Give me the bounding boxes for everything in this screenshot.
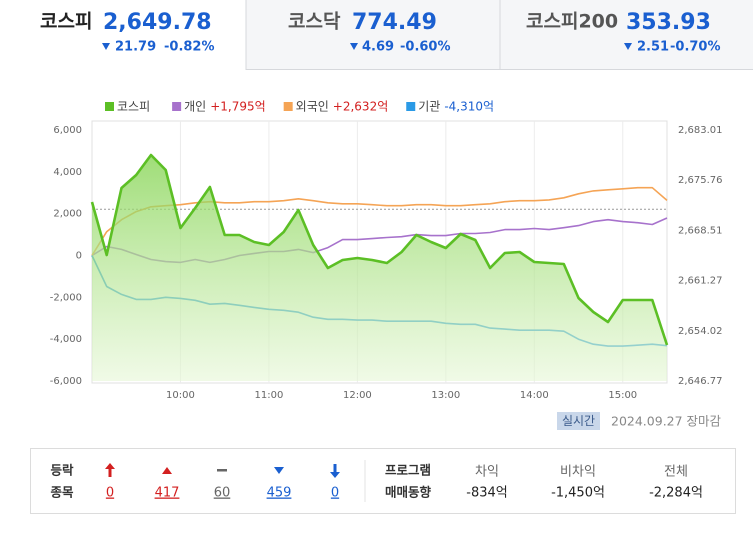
legend-label: 코스피 (117, 100, 150, 114)
status-date: 2024.09.27 장마감 (611, 414, 722, 429)
tab-name[interactable]: 코스닥 (288, 11, 341, 33)
legend-swatch (105, 102, 114, 111)
legend-value: +2,632억 (333, 100, 388, 114)
y-tick-label: -6,000 (50, 376, 82, 387)
x-tick-label: 14:00 (520, 390, 549, 401)
y2-tick-label: 2,654.02 (678, 326, 723, 337)
program-title: 프로그램 (385, 463, 431, 478)
x-tick-label: 13:00 (431, 390, 460, 401)
y-tick-label: 6,000 (53, 125, 82, 136)
program-values: 차익 -834억 비차익 -1,450억 전체 -2,284억 (466, 465, 703, 501)
down-icon (350, 43, 358, 50)
tab-price: 353.93 (626, 10, 711, 35)
program-head: 비차익 (560, 465, 596, 480)
badge (557, 412, 600, 430)
down-icon (624, 43, 632, 50)
tab-name[interactable]: 코스피200 (526, 11, 618, 33)
breadth-value[interactable]: 60 (214, 486, 231, 501)
y-tick-label: -4,000 (50, 334, 82, 345)
line (90, 153, 669, 346)
breadth-value[interactable]: 0 (106, 486, 114, 501)
program-value: -1,450억 (551, 486, 605, 501)
program-head: 차익 (475, 465, 499, 480)
y2-tick-label: 2,683.01 (678, 125, 723, 136)
tab-price: 774.49 (352, 10, 437, 35)
legend-value: +1,795억 (210, 100, 265, 114)
line (91, 186, 668, 256)
tab-price: 2,649.78 (103, 10, 212, 35)
tab-rate: -0.60% (400, 40, 451, 55)
breadth-title: 등락 (50, 463, 74, 478)
tab-change: 4.69 (362, 40, 394, 55)
legend-label: 외국인 (296, 100, 329, 114)
x-tick-label: 15:00 (608, 390, 637, 401)
breadth-title: 종목 (50, 485, 74, 500)
legend-label: 개인 (184, 100, 206, 114)
y2-tick-label: 2,668.51 (678, 225, 723, 236)
y-tick-label: -2,000 (50, 292, 82, 303)
breadth-values: 0 417 60 459 0 (106, 486, 339, 501)
y-tick-label: 2,000 (53, 209, 82, 220)
legend-swatch (283, 102, 293, 111)
upper-limit-icon (105, 463, 115, 477)
program-head: 전체 (664, 465, 688, 480)
x-tick-label: 10:00 (166, 390, 195, 401)
stats-box (30, 448, 736, 514)
legend-swatch (406, 102, 416, 111)
breadth-value[interactable]: 0 (331, 486, 339, 501)
y2-tick-label: 2,675.76 (678, 175, 723, 186)
area (92, 155, 667, 381)
program-value: -834억 (466, 486, 507, 501)
y-tick-label: 0 (76, 251, 82, 262)
legend-value: -4,310억 (444, 100, 494, 114)
legend-swatch (172, 102, 182, 111)
badge-text: 실시간 (562, 414, 595, 428)
y-tick-label: 4,000 (53, 167, 82, 178)
down-icon (274, 467, 284, 474)
x-tick-label: 12:00 (343, 390, 372, 401)
x-tick-label: 11:00 (255, 390, 284, 401)
flat-icon (217, 469, 227, 472)
lower-limit-icon (330, 464, 340, 478)
chart: 10:00 11:00 12:00 13:00 14:00 15:00 -6,000 -4,0… (50, 100, 723, 402)
down-icon (102, 43, 110, 50)
y2-tick-label: 2,661.27 (678, 276, 723, 287)
up-icon (162, 467, 172, 474)
breadth-value[interactable]: 417 (155, 486, 180, 501)
tab-rate: -0.82% (164, 40, 215, 55)
legend-label: 기관 (418, 100, 440, 114)
tab-rate: -0.70% (670, 40, 721, 55)
tab-change: 2.51 (637, 40, 669, 55)
y2-tick-label: 2,646.77 (678, 376, 723, 387)
tab-change: 21.79 (115, 40, 156, 55)
program-title: 매매동향 (385, 485, 432, 500)
program-value: -2,284억 (649, 486, 703, 501)
breadth-value[interactable]: 459 (267, 486, 292, 501)
tab-active[interactable] (0, 0, 246, 70)
tab-name[interactable]: 코스피 (40, 11, 92, 33)
